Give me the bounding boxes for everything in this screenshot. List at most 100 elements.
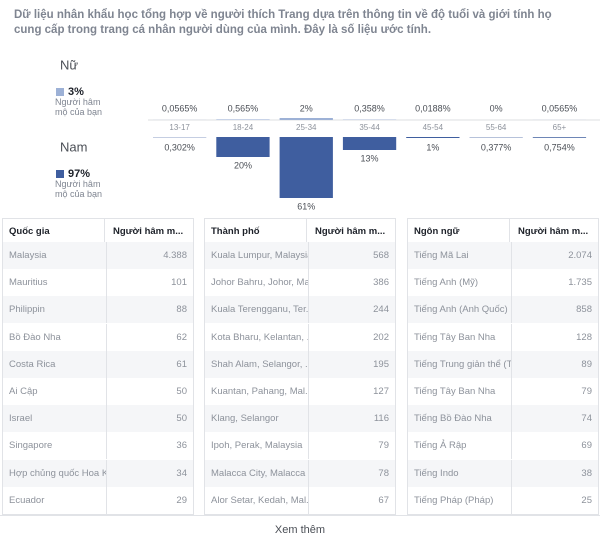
age-label: 35-44 [359, 123, 380, 132]
count-cell: 858 [576, 304, 592, 316]
table-header: Ngôn ngữ Người hâm m... [408, 219, 598, 243]
table: Ngôn ngữ Người hâm m... Tiếng Mã Lai 2.074 T… [407, 218, 599, 515]
table-row: Ipoh, Perak, Malaysia 79 [205, 432, 395, 460]
table-row: Tiếng Tây Ban Nha 79 [408, 378, 598, 405]
table-row: Tiếng Anh (Mỹ) 1.735 [408, 269, 598, 297]
name-cell: Kuantan, Pahang, Mal... [205, 378, 309, 405]
male-value-label: 61% [297, 201, 315, 211]
table: Thành phố Người hâm m... Kuala Lumpur, Mal… [204, 218, 396, 515]
male-value-label: 13% [361, 153, 379, 163]
name-cell: Shah Alam, Selangor, ... [205, 350, 309, 378]
name-cell: Kota Bharu, Kelantan, ... [205, 323, 309, 351]
name-cell: Kuala Lumpur, Malaysia [205, 242, 309, 269]
count-cell: 4.388 [163, 250, 187, 261]
male-bar [216, 137, 270, 157]
count-cell: 127 [373, 386, 389, 397]
male-bar [406, 137, 460, 138]
table-row: Tiếng Anh (Anh Quốc) 858 [408, 296, 598, 324]
name-cell: Tiếng Mã Lai [408, 242, 512, 269]
count-cell: 386 [373, 277, 389, 289]
female-value-label: 0,0565% [542, 103, 578, 113]
female-bar [279, 118, 333, 120]
count-cell: 61 [176, 358, 187, 370]
header-cell: Người hâm m... [113, 225, 184, 237]
table-row: Kuala Lumpur, Malaysia 568 [205, 242, 395, 269]
count-cell: 25 [581, 494, 592, 506]
female-value-label: 0,0188% [415, 103, 451, 113]
header-cell: Người hâm m... [518, 225, 589, 237]
count-cell: 88 [176, 304, 187, 316]
table-row: Malacca City, Malacca 78 [205, 459, 395, 487]
name-cell: Tiếng Ả Rập [408, 432, 512, 460]
male-value-label: 1% [426, 142, 439, 152]
name-cell: Malacca City, Malacca [205, 459, 309, 487]
name-cell: Tiếng Anh (Mỹ) [408, 269, 512, 297]
name-cell: Israel [3, 405, 107, 433]
table-row: Tiếng Trung giản thể (T... 89 [408, 350, 598, 378]
table-row: Kuala Terengganu, Ter... 244 [205, 296, 395, 324]
table-row: Alor Setar, Kedah, Mal... 67 [205, 486, 395, 514]
table-row: Mauritius 101 [3, 269, 193, 297]
table-row: Hợp chủng quốc Hoa Kỳ 34 [3, 459, 193, 487]
table-row: Tiếng Ả Rập 69 [408, 432, 598, 460]
header-cell: Ngôn ngữ [408, 219, 510, 243]
count-cell: 69 [581, 440, 592, 452]
table-row: Johor Bahru, Johor, Ma... 386 [205, 269, 395, 297]
name-cell: Tiếng Trung giản thể (T... [408, 350, 512, 378]
count-cell: 36 [176, 440, 187, 452]
gender-swatch [56, 170, 64, 178]
age-label: 65+ [553, 123, 567, 132]
age-label: 25-34 [296, 123, 317, 132]
name-cell: Ipoh, Perak, Malaysia [205, 432, 309, 460]
count-cell: 62 [176, 331, 187, 343]
header-cell: Thành phố [205, 219, 307, 243]
count-cell: 2.074 [568, 250, 592, 261]
name-cell: Mauritius [3, 269, 107, 297]
count-cell: 34 [176, 467, 187, 479]
more-button[interactable]: Xem thêm [0, 515, 600, 548]
male-value-label: 0,377% [481, 142, 512, 152]
name-cell: Alor Setar, Kedah, Mal... [205, 486, 309, 514]
female-value-label: 0,0565% [162, 103, 198, 113]
table-row: Tiếng Tây Ban Nha 128 [408, 323, 598, 351]
count-cell: 1.735 [568, 277, 592, 289]
name-cell: Tiếng Bồ Đào Nha [408, 405, 512, 433]
table-header: Thành phố Người hâm m... [205, 219, 395, 243]
table-row: Philippin 88 [3, 296, 193, 324]
age-label: 55-64 [486, 123, 507, 132]
male-value-label: 0,754% [544, 142, 575, 152]
name-cell: Tiếng Anh (Anh Quốc) [408, 296, 512, 324]
table-row: Tiếng Mã Lai 2.074 [408, 242, 598, 269]
table-row: Shah Alam, Selangor, ... 195 [205, 350, 395, 378]
female-value-label: 0% [490, 103, 503, 113]
name-cell: Kuala Terengganu, Ter... [205, 296, 309, 324]
name-cell: Ai Cập [3, 378, 107, 405]
female-bar [216, 119, 270, 120]
table-row: Tiếng Pháp (Pháp) 25 [408, 486, 598, 514]
age-label: 13-17 [169, 123, 190, 132]
count-cell: 79 [581, 386, 592, 397]
table-row: Singapore 36 [3, 432, 193, 460]
count-cell: 67 [378, 494, 389, 506]
name-cell: Johor Bahru, Johor, Ma... [205, 269, 309, 297]
table-row: Israel 50 [3, 405, 193, 433]
count-cell: 568 [373, 250, 389, 261]
male-bar [342, 137, 397, 150]
name-cell: Klang, Selangor [205, 405, 309, 433]
table-row: Tiếng Bồ Đào Nha 74 [408, 405, 598, 433]
name-cell: Tiếng Tây Ban Nha [408, 323, 512, 351]
name-cell: Tiếng Pháp (Pháp) [408, 486, 512, 514]
male-bar [279, 137, 333, 198]
gender-caption: Người hâm mộ của bạn [55, 179, 102, 199]
count-cell: 50 [176, 413, 187, 425]
female-value-label: 2% [300, 103, 313, 113]
gender-caption: Người hâm mộ của bạn [55, 97, 102, 117]
count-cell: 78 [378, 467, 389, 479]
table-row: Ecuador 29 [3, 486, 193, 514]
table: Quốc gia Người hâm m... Malaysia 4.388 Mauri… [2, 218, 194, 515]
count-cell: 79 [378, 440, 389, 452]
name-cell: Ecuador [3, 486, 107, 514]
name-cell: Costa Rica [3, 350, 107, 378]
count-cell: 116 [373, 413, 389, 425]
